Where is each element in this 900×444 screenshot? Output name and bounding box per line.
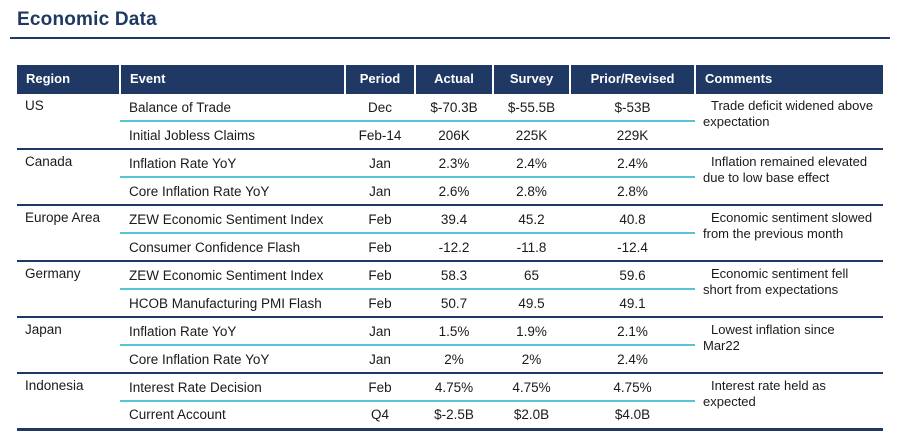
table-row: Current Account Q4 $-2.5B $2.0B $4.0B bbox=[17, 401, 883, 429]
survey-cell: 49.5 bbox=[518, 295, 545, 311]
actual-cell: 4.75% bbox=[415, 372, 493, 402]
region-cell: Europe Area bbox=[17, 204, 120, 261]
header-comments: Comments bbox=[694, 65, 883, 93]
prior-cell: 59.6 bbox=[570, 260, 695, 290]
period-cell: Jan bbox=[345, 316, 415, 346]
table-row: Europe Area ZEW Economic Sentiment Index F… bbox=[17, 204, 883, 261]
actual-cell: 1.5% bbox=[415, 316, 493, 346]
prior-cell: 49.1 bbox=[619, 295, 646, 311]
event-cell: HCOB Manufacturing PMI Flash bbox=[129, 295, 322, 311]
actual-cell: $-70.3B bbox=[415, 92, 493, 122]
table-row: Japan Inflation Rate YoY Jan 1.5% 1.9% 2.1% Lo… bbox=[17, 316, 883, 373]
event-cell: Inflation Rate YoY bbox=[120, 316, 345, 346]
prior-cell: -12.4 bbox=[617, 239, 648, 255]
header-event: Event bbox=[119, 65, 345, 93]
table-row: Initial Jobless Claims Feb-14 206K 225K 229K bbox=[17, 121, 883, 149]
comment-cell: Inflation remained elevated due to low b… bbox=[695, 148, 883, 205]
actual-cell: -12.2 bbox=[438, 239, 470, 255]
table-row: Germany ZEW Economic Sentiment Index Feb 58… bbox=[17, 260, 883, 317]
event-cell: Consumer Confidence Flash bbox=[129, 239, 301, 255]
table-row: Canada Inflation Rate YoY Jan 2.3% 2.4% 2.4% I… bbox=[17, 148, 883, 205]
period-cell: Jan bbox=[345, 148, 415, 178]
comment-cell: Interest rate held as expected bbox=[695, 372, 883, 429]
region-cell: Indonesia bbox=[17, 372, 120, 429]
event-cell: Core Inflation Rate YoY bbox=[129, 351, 270, 367]
actual-cell: 2% bbox=[444, 351, 464, 367]
period-cell: Feb-14 bbox=[358, 127, 402, 143]
prior-cell: 229K bbox=[616, 127, 649, 143]
survey-cell: 1.9% bbox=[493, 316, 570, 346]
prior-cell: 2.4% bbox=[617, 351, 648, 367]
prior-cell: 2.4% bbox=[570, 148, 695, 178]
event-cell: ZEW Economic Sentiment Index bbox=[120, 260, 345, 290]
survey-cell: 2.8% bbox=[516, 183, 547, 199]
comment-cell: Economic sentiment slowed from the previ… bbox=[695, 204, 883, 261]
event-cell: Inflation Rate YoY bbox=[120, 148, 345, 178]
comment-cell: Trade deficit widened above expectation bbox=[695, 92, 883, 149]
event-cell: Current Account bbox=[129, 407, 226, 423]
actual-cell: 58.3 bbox=[415, 260, 493, 290]
period-cell: Feb bbox=[345, 260, 415, 290]
prior-cell: 4.75% bbox=[570, 372, 695, 402]
header-region: Region bbox=[17, 65, 120, 93]
header-actual: Actual bbox=[414, 65, 493, 93]
actual-cell: 2.3% bbox=[415, 148, 493, 178]
actual-cell: 39.4 bbox=[415, 204, 493, 234]
region-cell: US bbox=[17, 92, 120, 149]
period-cell: Jan bbox=[369, 351, 391, 367]
header-survey: Survey bbox=[492, 65, 570, 93]
event-cell: ZEW Economic Sentiment Index bbox=[120, 204, 345, 234]
actual-cell: 2.6% bbox=[438, 183, 470, 199]
event-cell: Core Inflation Rate YoY bbox=[129, 183, 270, 199]
title-underline bbox=[10, 37, 890, 39]
actual-cell: 50.7 bbox=[440, 295, 468, 311]
prior-cell: $-53B bbox=[570, 92, 695, 122]
period-cell: Jan bbox=[369, 183, 391, 199]
prior-cell: 40.8 bbox=[570, 204, 695, 234]
region-cell: Canada bbox=[17, 148, 120, 205]
survey-cell: -11.8 bbox=[516, 239, 547, 255]
period-cell: Feb bbox=[345, 372, 415, 402]
page-title: Economic Data bbox=[17, 9, 157, 30]
survey-cell: $2.0B bbox=[513, 407, 550, 423]
survey-cell: 65 bbox=[493, 260, 570, 290]
economic-data-table: Region Event Period Actual Survey Prior/… bbox=[17, 65, 883, 431]
survey-cell: 225K bbox=[515, 127, 548, 143]
table-row: Indonesia Interest Rate Decision Feb 4.75% 4… bbox=[17, 372, 883, 429]
actual-cell: $-2.5B bbox=[434, 407, 474, 423]
period-cell: Feb bbox=[368, 295, 392, 311]
table-row: Core Inflation Rate YoY Jan 2% 2% 2.4% bbox=[17, 345, 883, 373]
comment-cell: Lowest inflation since Mar22 bbox=[695, 316, 883, 373]
prior-cell: 2.1% bbox=[570, 316, 695, 346]
table-row: Consumer Confidence Flash Feb -12.2 -11.8 -1… bbox=[17, 233, 883, 261]
header-row: Region Event Period Actual Survey Prior/… bbox=[17, 65, 883, 93]
period-cell: Q4 bbox=[370, 407, 389, 423]
event-cell: Initial Jobless Claims bbox=[129, 127, 256, 143]
region-cell: Germany bbox=[17, 260, 120, 317]
table-row: HCOB Manufacturing PMI Flash Feb 50.7 49.5 4… bbox=[17, 289, 883, 317]
survey-cell: 2.4% bbox=[493, 148, 570, 178]
header-period: Period bbox=[344, 65, 415, 93]
period-cell: Feb bbox=[368, 239, 392, 255]
prior-cell: 2.8% bbox=[617, 183, 648, 199]
period-cell: Dec bbox=[345, 92, 415, 122]
region-cell: Japan bbox=[17, 316, 120, 373]
page: Economic Data Region Event Period Actual… bbox=[0, 9, 900, 431]
survey-cell: $-55.5B bbox=[493, 92, 570, 122]
table-row: Core Inflation Rate YoY Jan 2.6% 2.8% 2.8% bbox=[17, 177, 883, 205]
header-prior-revised: Prior/Revised bbox=[569, 65, 695, 93]
survey-cell: 45.2 bbox=[493, 204, 570, 234]
prior-cell: $4.0B bbox=[614, 407, 651, 423]
survey-cell: 4.75% bbox=[493, 372, 570, 402]
event-cell: Balance of Trade bbox=[120, 92, 345, 122]
survey-cell: 2% bbox=[521, 351, 542, 367]
actual-cell: 206K bbox=[438, 127, 470, 143]
period-cell: Feb bbox=[345, 204, 415, 234]
table-row: US Balance of Trade Dec $-70.3B $-55.5B $-53B… bbox=[17, 92, 883, 149]
event-cell: Interest Rate Decision bbox=[120, 372, 345, 402]
comment-cell: Economic sentiment fell short from expec… bbox=[695, 260, 883, 317]
